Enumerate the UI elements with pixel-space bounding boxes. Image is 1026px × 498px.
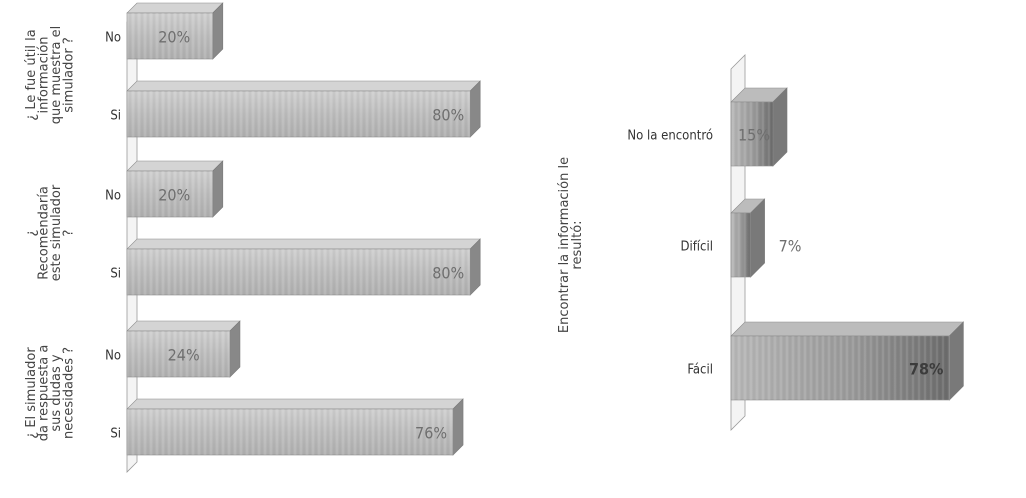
group-label-line: Recomendaría: [36, 186, 51, 280]
bar-side-face: [212, 2, 224, 60]
bar-top-face: [730, 321, 965, 337]
category-label-no: No: [105, 349, 121, 364]
bar-texture: [127, 331, 230, 377]
bar-side-face: [229, 320, 241, 378]
category-label-si: Si: [110, 427, 121, 442]
bar-1-no: [126, 2, 224, 60]
bar-2-si: [126, 238, 481, 296]
group-label-line: necesidades ?: [61, 347, 76, 439]
value-label: 78%: [909, 360, 943, 379]
bar-3: [730, 321, 965, 401]
value-label: 76%: [415, 424, 447, 443]
group-label-line: sus dudas y: [49, 354, 64, 432]
bar-texture: [127, 409, 454, 455]
value-label: 20%: [158, 186, 190, 205]
bar-texture: [731, 336, 950, 400]
bar-texture: [731, 102, 773, 166]
bar-3-no: [126, 320, 241, 378]
category-label: Difícil: [680, 240, 713, 255]
bar-top-face: [126, 160, 224, 172]
right-axis-label-line: resultó:: [570, 220, 585, 269]
category-label-si: Si: [110, 267, 121, 282]
group-label-line: da respuesta a: [36, 345, 51, 442]
bar-top-face: [126, 398, 464, 410]
bar-side-face: [469, 238, 481, 296]
category-label: Fácil: [687, 363, 713, 378]
category-label: No la encontró: [627, 129, 713, 144]
group-label-line: que muestra el: [49, 26, 64, 124]
value-label: 24%: [168, 346, 200, 365]
value-label: 7%: [779, 237, 802, 256]
bar-side-face: [469, 80, 481, 138]
bar-2-no: [126, 160, 224, 218]
group-label-line: información: [36, 36, 51, 113]
bar-3-si: [126, 398, 464, 456]
group-label-line: simulador ?: [61, 37, 76, 112]
bar-top-face: [126, 2, 224, 14]
bar-side-face: [949, 321, 964, 401]
bar-texture: [127, 171, 213, 217]
bar-1: [730, 87, 788, 167]
left-chart: No 20% Si 80% ¿ Le fue útil lainformaciónque…: [24, 2, 481, 473]
bar-2: [730, 198, 766, 278]
right-axis-label-line: Encontrar la información le: [557, 157, 572, 333]
bar-1-si: [126, 80, 481, 138]
group-label-line: ¿: [24, 230, 39, 237]
group-label-line: ?: [61, 230, 76, 237]
value-label: 80%: [432, 106, 464, 125]
right-chart: No la encontró 15% Difícil 7% Fácil 78% Encont…: [557, 54, 965, 431]
bar-texture: [127, 13, 213, 59]
bar-side-face: [212, 160, 224, 218]
group-label-line: ¿ Le fue útil la: [24, 29, 39, 120]
bar-side-face: [772, 87, 788, 167]
value-label: 80%: [432, 264, 464, 283]
bar-texture: [127, 91, 471, 137]
category-label-no: No: [105, 189, 121, 204]
category-label-si: Si: [110, 109, 121, 124]
value-label: 20%: [158, 28, 190, 47]
group-label-line: este simulador: [49, 184, 64, 281]
value-label: 15%: [738, 126, 770, 145]
bar-texture: [127, 249, 471, 295]
group-label-line: ¿ El simulador: [24, 347, 39, 439]
category-label-no: No: [105, 31, 121, 46]
bar-side-face: [452, 398, 464, 456]
bar-texture: [731, 213, 751, 277]
bar-top-face: [126, 238, 481, 250]
bar-side-face: [750, 198, 765, 278]
bar-top-face: [126, 320, 241, 332]
bar-top-face: [126, 80, 481, 92]
